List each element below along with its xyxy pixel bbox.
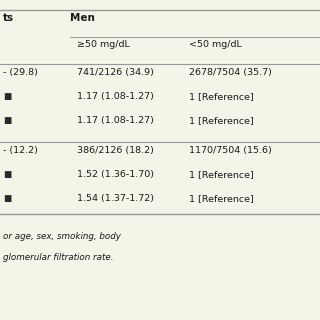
Text: <50 mg/dL: <50 mg/dL — [189, 40, 242, 49]
Text: 1.17 (1.08-1.27): 1.17 (1.08-1.27) — [77, 92, 154, 101]
Text: 1170/7504 (15.6): 1170/7504 (15.6) — [189, 146, 272, 155]
Text: ≥50 mg/dL: ≥50 mg/dL — [77, 40, 130, 49]
Text: 1.52 (1.36-1.70): 1.52 (1.36-1.70) — [77, 170, 154, 179]
Text: Men: Men — [70, 13, 95, 23]
Text: 1 [Reference]: 1 [Reference] — [189, 194, 253, 203]
Text: ■: ■ — [3, 170, 12, 179]
Text: ■: ■ — [3, 92, 12, 101]
Text: ■: ■ — [3, 194, 12, 203]
Text: 2678/7504 (35.7): 2678/7504 (35.7) — [189, 68, 272, 77]
Text: - (12.2): - (12.2) — [3, 146, 38, 155]
Text: 1 [Reference]: 1 [Reference] — [189, 116, 253, 125]
Text: ■: ■ — [3, 116, 12, 125]
Text: 1 [Reference]: 1 [Reference] — [189, 92, 253, 101]
Text: 741/2126 (34.9): 741/2126 (34.9) — [77, 68, 154, 77]
Text: or age, sex, smoking, body: or age, sex, smoking, body — [3, 232, 121, 241]
Text: 1 [Reference]: 1 [Reference] — [189, 170, 253, 179]
Text: 1.54 (1.37-1.72): 1.54 (1.37-1.72) — [77, 194, 154, 203]
Text: - (29.8): - (29.8) — [3, 68, 38, 77]
Text: ts: ts — [3, 13, 14, 23]
Text: 386/2126 (18.2): 386/2126 (18.2) — [77, 146, 154, 155]
Text: glomerular filtration rate.: glomerular filtration rate. — [3, 253, 114, 262]
Text: 1.17 (1.08-1.27): 1.17 (1.08-1.27) — [77, 116, 154, 125]
